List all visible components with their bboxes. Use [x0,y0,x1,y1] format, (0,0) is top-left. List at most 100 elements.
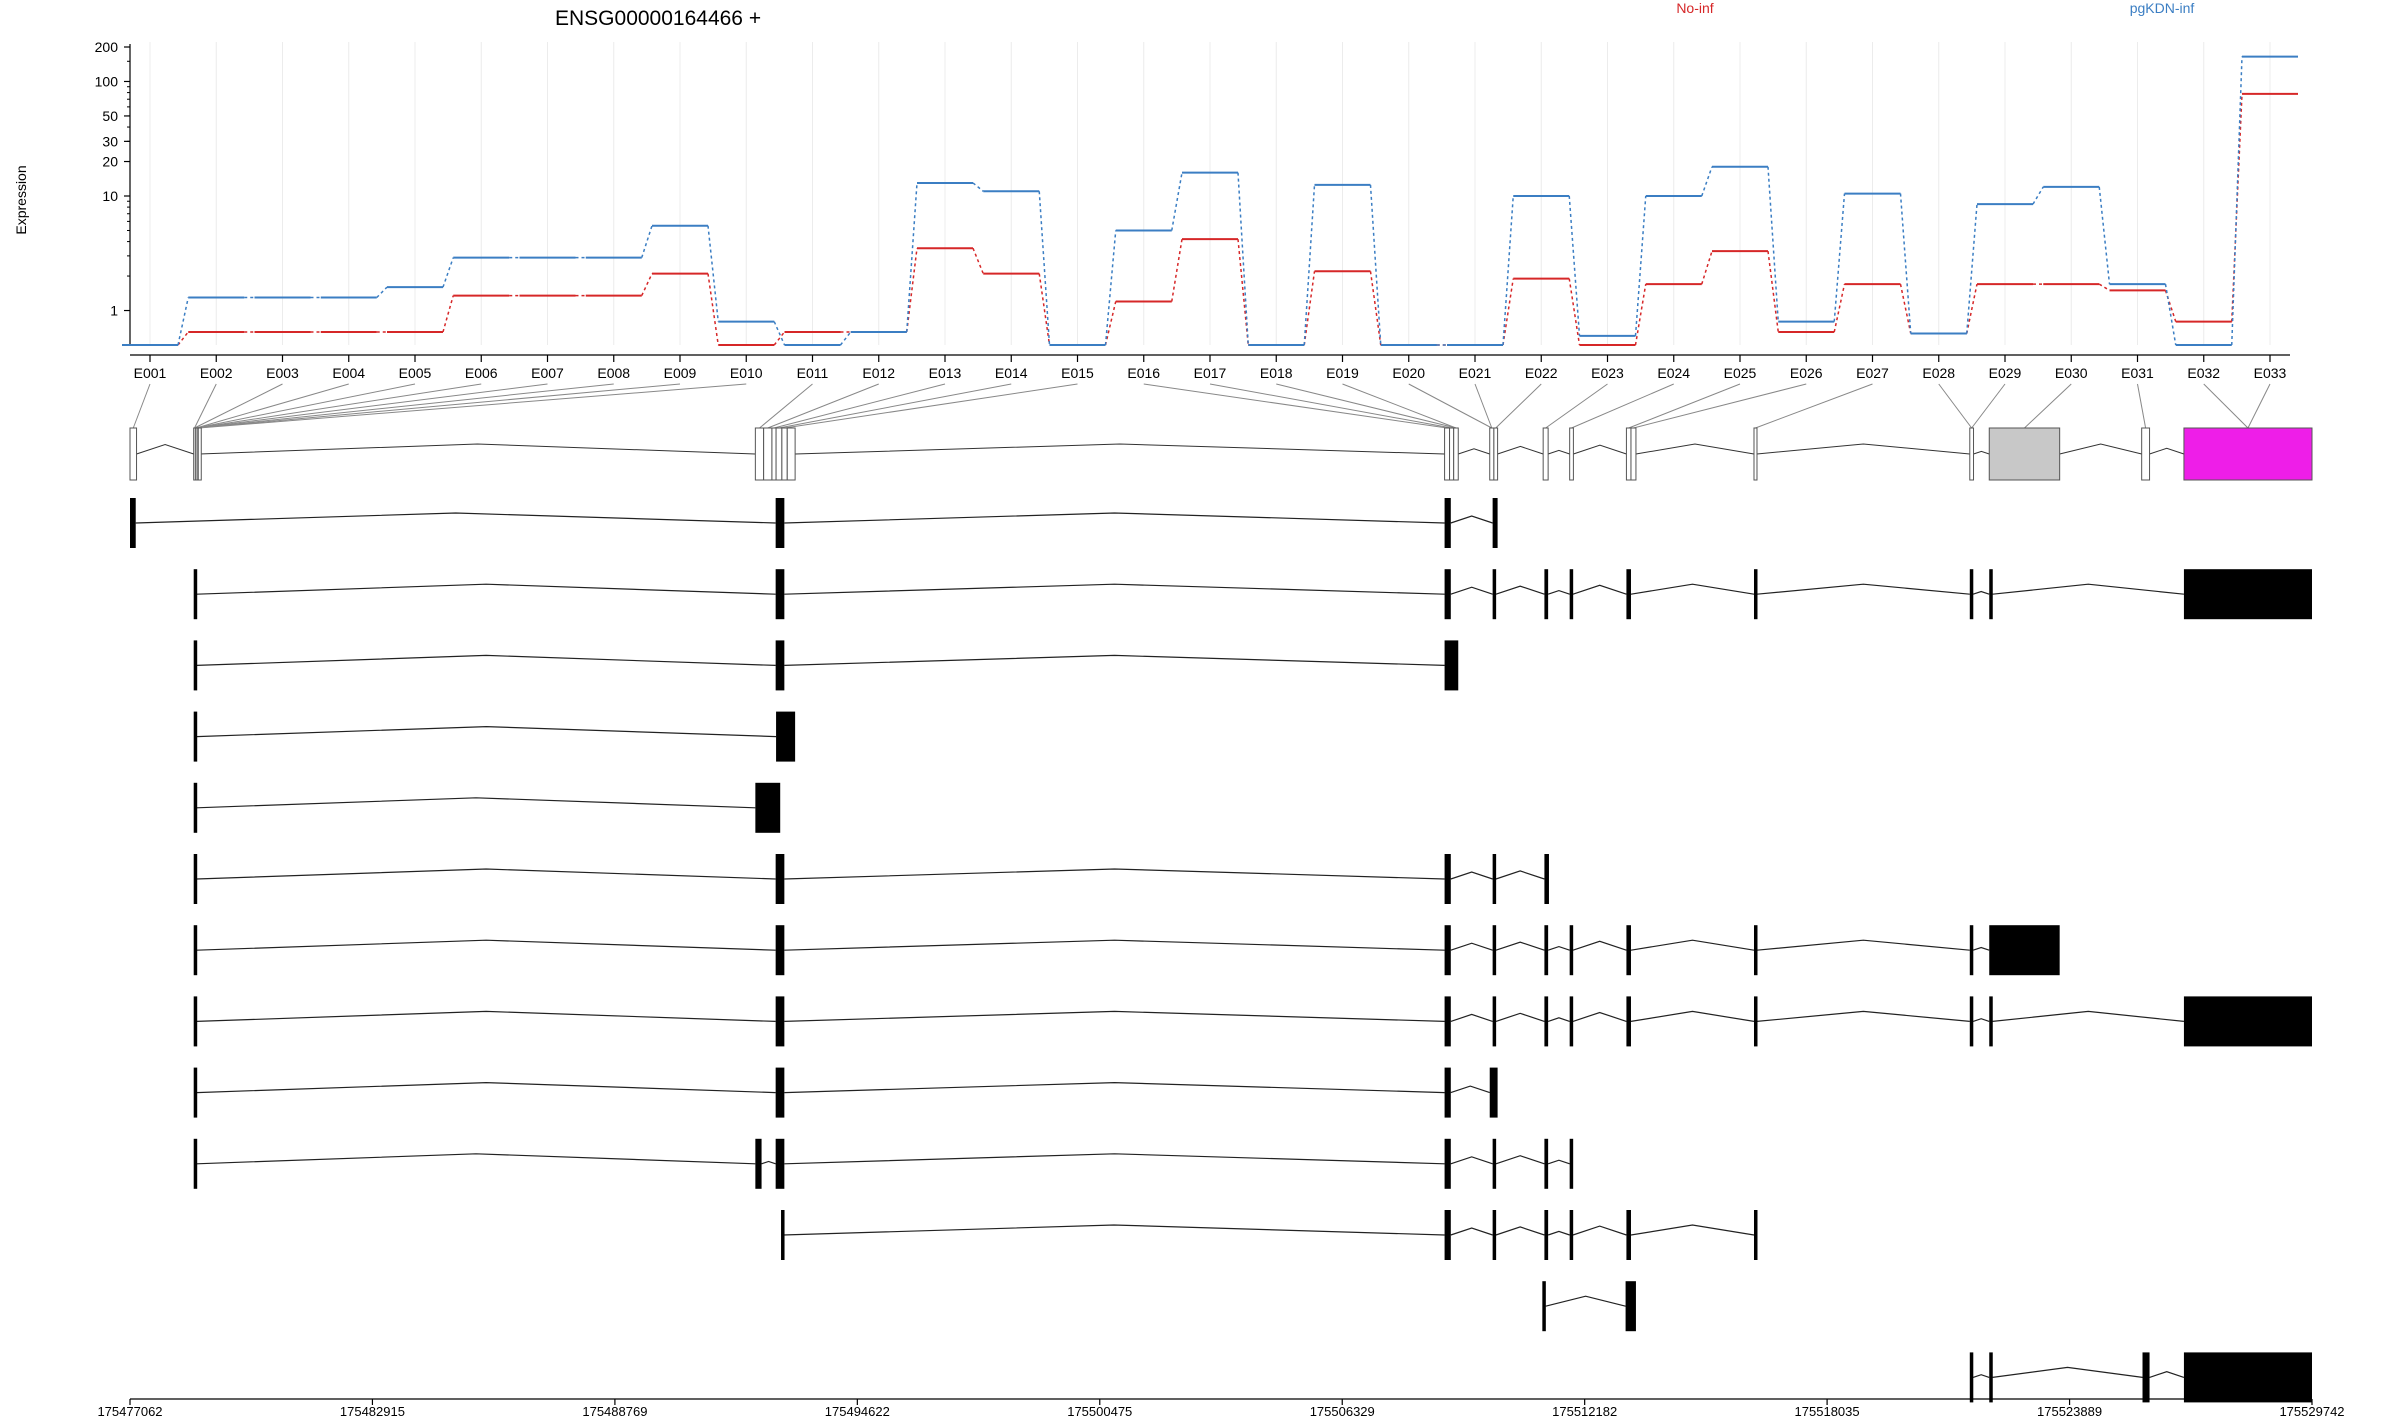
exon-label-e020: E020 [1392,365,1425,381]
transcript-exon [775,996,785,1047]
transcript-intron [196,654,776,666]
series-connector [906,182,918,333]
exon-block-7 [763,427,773,481]
transcript-5 [193,782,781,833]
transcript-intron [1450,1227,1493,1236]
transcript-intron [1572,1011,1627,1022]
exon-link-e031 [2137,383,2147,429]
exon-link-e022 [1495,383,1542,429]
transcript-exon [1569,925,1574,976]
exon-label-e028: E028 [1922,365,1955,381]
series-connector [773,331,786,346]
series-connector [1767,251,1779,333]
series-connector [1966,204,1978,334]
series-connector [707,273,719,346]
exon-link-e029 [1971,383,2006,429]
transcript-intron [1547,589,1570,595]
series-connector [1303,184,1316,346]
exon-link-e033 [2247,383,2271,429]
exon-link-e021 [1474,383,1493,429]
exon-block-1 [129,427,138,481]
exon-label-e007: E007 [531,365,564,381]
transcript-exon [193,711,198,762]
intron-line [136,443,194,455]
genomic-tick-label: 175518035 [1795,1404,1860,1419]
transcript-exon [1492,925,1497,976]
series-connector [1502,278,1514,346]
exon-label-e030: E030 [2055,365,2088,381]
series-no-inf [122,92,2298,346]
transcript-intron [784,583,1445,595]
exon-label-e025: E025 [1724,365,1757,381]
transcript-intron [1630,583,1755,595]
exon-link-e020 [1408,383,1493,429]
transcript-exon [1569,1138,1574,1189]
exon-block-20 [1630,427,1637,481]
series-connector [1767,166,1779,322]
exon-link-e006 [196,383,482,429]
exon-link-e014 [778,383,1012,429]
exon-link-e012 [767,383,879,429]
transcript-exon [1626,925,1631,976]
transcript-exon [1444,1138,1451,1189]
transcript-exon [1444,996,1451,1047]
transcript-intron [1547,945,1570,951]
transcript-exon [1625,1281,1636,1332]
exon-label-e024: E024 [1657,365,1690,381]
transcript-exon [1753,925,1758,976]
exon-block-12 [1444,427,1451,481]
transcript-exon [1492,498,1498,548]
expression-series [122,55,2298,346]
vertical-gridlines [149,42,2271,345]
transcript-intron [784,1153,1445,1165]
exon-block-6 [754,427,765,481]
exon-link-e032 [2203,383,2249,429]
series-connector [1634,284,1647,346]
transcript-exon [775,498,785,548]
genomic-tick-label: 175512182 [1552,1404,1617,1419]
series-connector [1104,301,1117,346]
transcript-exon [1969,1352,1974,1403]
transcript-exon [775,569,785,620]
transcript-intron [1495,585,1545,595]
transcript-exon [193,925,198,976]
transcript-exon [193,1067,198,1118]
exon-label-e005: E005 [399,365,432,381]
exon-link-e030 [2024,383,2072,429]
exon-label-e009: E009 [664,365,697,381]
transcript-exon [1544,996,1549,1047]
transcript-exon [1542,1281,1546,1332]
exon-link-e023 [1545,383,1608,429]
transcript-exon [1753,1210,1758,1260]
exon-block-8 [771,427,777,481]
exon-link-e010 [198,383,747,429]
transcript-intron [1495,1155,1545,1165]
series-connector [1966,283,1978,334]
exon-link-e028 [1938,383,1973,429]
series-connector [376,286,388,299]
transcript-exon [193,996,198,1047]
transcript-exon [1444,640,1459,691]
transcript-intron [1547,1017,1570,1022]
transcript-intron [784,654,1445,666]
exon-link-e009 [197,383,681,429]
transcript-intron [1972,590,1990,595]
transcript-exon [1444,854,1451,904]
exon-label-e017: E017 [1194,365,1227,381]
transcript-exon [775,640,785,691]
transcript-11 [781,1210,1758,1260]
transcript-exon [1626,1210,1631,1260]
transcript-intron [1756,939,1970,951]
series-connector [972,247,984,274]
genomic-tick-label: 175523889 [2037,1404,2102,1419]
transcript-intron [1972,1374,1990,1378]
series-connector [177,297,189,346]
y-axis: 200 100 50 30 20 10 1 [95,39,131,345]
transcript-exon [1444,1067,1451,1118]
exon-block-9 [775,427,783,481]
intron-line [199,443,756,455]
legend-no-inf: No-inf [1676,0,1713,16]
series-connector [773,321,786,346]
series-connector [1833,193,1846,322]
exon-block-11 [786,427,796,481]
